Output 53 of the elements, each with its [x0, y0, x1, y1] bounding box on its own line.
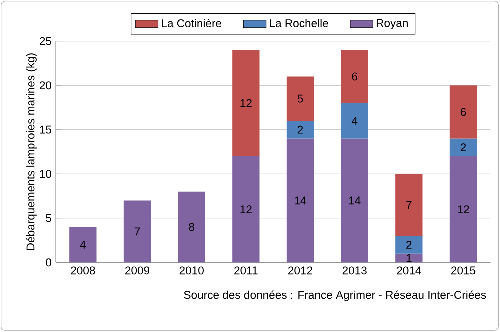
data-label: 8: [189, 223, 194, 232]
y-tick-label: 0: [46, 258, 52, 267]
bar: [70, 227, 97, 263]
y-tick-label: 5: [46, 214, 52, 222]
data-label: 4: [80, 241, 86, 249]
data-label: 7: [134, 228, 140, 236]
data-label: 4: [352, 117, 358, 125]
data-label: 12: [240, 206, 252, 214]
bar: [286, 121, 314, 139]
bar: [396, 236, 423, 254]
bar: [450, 138, 478, 156]
bar: [341, 103, 368, 139]
data-label: 2: [460, 144, 466, 152]
bar: [232, 50, 260, 156]
x-tick-label: 2015: [452, 266, 476, 275]
data-label: 12: [458, 206, 470, 214]
bar: [396, 254, 423, 263]
data-label: 2: [406, 241, 412, 249]
bar: [124, 200, 152, 263]
y-tick-label: 25: [40, 37, 52, 46]
bar: [178, 192, 206, 263]
bar: [450, 156, 478, 263]
y-axis-title: Débarquements lamproies marines (kg): [26, 54, 37, 250]
source-note: Source des données : France Agrimer - Réseau Inter-Criées: [184, 290, 486, 302]
legend-label: La Cotinière: [162, 19, 222, 28]
bar: [450, 86, 478, 139]
data-label: 6: [352, 72, 358, 81]
data-label: 2: [298, 126, 304, 134]
x-tick-label: 2014: [397, 266, 422, 275]
bar: [341, 138, 368, 263]
y-tick-label: 20: [40, 82, 52, 90]
data-label: 1: [406, 254, 412, 262]
y-tick-label: 10: [40, 170, 52, 178]
bar: [232, 156, 260, 263]
data-label: 14: [349, 196, 361, 205]
data-label: 5: [298, 94, 304, 103]
legend-label: Royan: [376, 19, 408, 30]
x-tick-label: 2011: [234, 266, 258, 275]
x-tick-label: 2013: [342, 266, 367, 275]
data-label: 14: [295, 196, 306, 205]
x-tick-label: 2008: [71, 266, 96, 275]
bar: [286, 76, 314, 122]
data-label: 6: [460, 108, 466, 116]
x-tick-label: 2012: [288, 266, 312, 275]
data-label: 7: [406, 201, 412, 210]
bar: [286, 138, 314, 263]
x-tick-label: 2009: [126, 266, 150, 275]
x-tick-label: 2010: [180, 266, 204, 275]
y-tick-label: 15: [40, 126, 52, 134]
data-label: 12: [240, 99, 252, 108]
bar: [396, 174, 423, 236]
legend-label: La Rochelle: [270, 19, 328, 28]
bar: [341, 50, 368, 104]
